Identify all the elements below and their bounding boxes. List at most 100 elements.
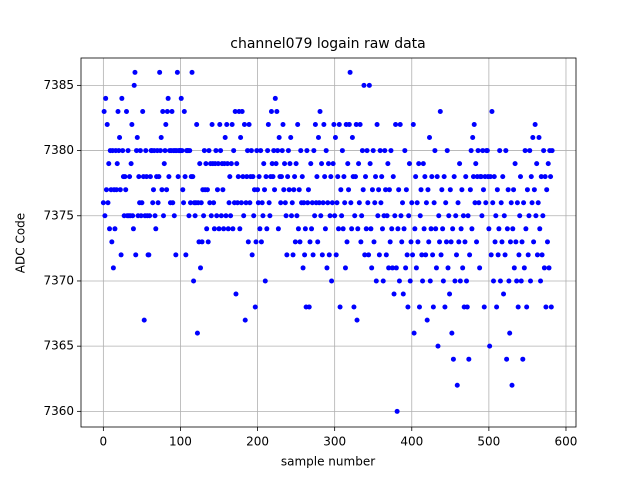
point	[332, 135, 338, 141]
point	[221, 226, 227, 232]
point	[116, 148, 122, 154]
point	[432, 148, 438, 154]
point	[516, 252, 522, 258]
point	[152, 213, 158, 219]
point	[351, 304, 357, 310]
point	[523, 226, 529, 232]
point	[261, 161, 267, 167]
point	[208, 213, 214, 219]
point	[262, 187, 268, 193]
point	[117, 187, 123, 193]
point	[352, 174, 358, 180]
point	[309, 200, 315, 206]
point	[137, 148, 143, 154]
point	[169, 108, 175, 114]
point	[256, 174, 262, 180]
point	[258, 148, 264, 154]
point	[306, 304, 312, 310]
point	[324, 265, 330, 271]
point	[267, 213, 273, 219]
point	[257, 226, 263, 232]
point	[179, 148, 185, 154]
point	[328, 174, 334, 180]
point	[248, 148, 254, 154]
point	[330, 161, 336, 167]
point	[526, 213, 532, 219]
point	[361, 82, 367, 88]
point	[122, 174, 128, 180]
point	[545, 161, 551, 167]
x-tick-label: 300	[323, 435, 346, 449]
point	[473, 161, 479, 167]
point	[375, 213, 381, 219]
point	[216, 226, 222, 232]
point	[302, 252, 308, 258]
point	[481, 304, 487, 310]
point	[427, 135, 433, 141]
point	[528, 174, 534, 180]
point	[162, 148, 168, 154]
point	[386, 265, 392, 271]
point	[475, 148, 481, 154]
point	[440, 226, 446, 232]
point	[426, 239, 432, 245]
point	[543, 304, 549, 310]
point	[391, 291, 397, 297]
point	[120, 148, 126, 154]
point	[218, 213, 224, 219]
point	[273, 161, 279, 167]
point	[477, 265, 483, 271]
point	[383, 252, 389, 258]
point	[458, 226, 464, 232]
point	[332, 213, 338, 219]
point	[479, 213, 485, 219]
point	[329, 200, 335, 206]
y-tick-label: 7360	[43, 404, 74, 418]
point	[407, 278, 413, 284]
point	[524, 187, 530, 193]
point	[285, 148, 291, 154]
point	[347, 69, 353, 75]
point	[334, 200, 340, 206]
point	[173, 252, 179, 258]
point	[400, 200, 406, 206]
point	[483, 200, 489, 206]
point	[437, 239, 443, 245]
point	[322, 226, 328, 232]
point	[514, 278, 520, 284]
point	[190, 174, 196, 180]
point	[371, 239, 377, 245]
point	[171, 213, 177, 219]
point	[367, 161, 373, 167]
point	[349, 135, 355, 141]
point	[423, 200, 429, 206]
point	[134, 148, 140, 154]
point	[441, 174, 447, 180]
point	[244, 174, 250, 180]
point	[103, 95, 109, 101]
point	[511, 265, 517, 271]
point	[507, 239, 513, 245]
chart-title: channel079 logain raw data	[230, 36, 425, 52]
point	[369, 187, 375, 193]
y-tick-label: 7370	[43, 273, 74, 287]
point	[119, 95, 125, 101]
point	[237, 226, 243, 232]
point	[226, 200, 232, 206]
point	[189, 69, 195, 75]
point	[380, 278, 386, 284]
point	[178, 95, 184, 101]
point	[378, 200, 384, 206]
point	[460, 213, 466, 219]
point	[373, 174, 379, 180]
point	[449, 330, 455, 336]
x-tick-label: 400	[400, 435, 423, 449]
point	[164, 187, 170, 193]
point	[312, 121, 318, 127]
point	[433, 265, 439, 271]
point	[531, 239, 537, 245]
point	[389, 226, 395, 232]
point	[266, 200, 272, 206]
point	[403, 187, 409, 193]
